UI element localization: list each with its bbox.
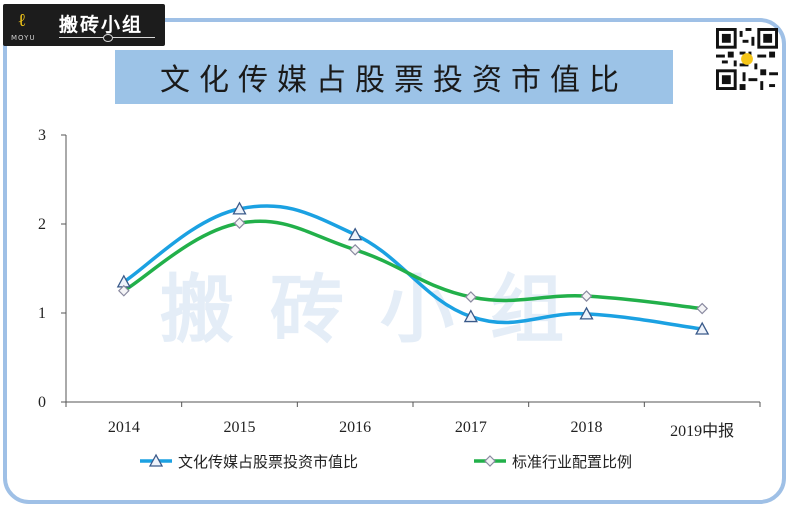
feather-icon: ℓ xyxy=(17,10,27,31)
logo-subtext: MOYU xyxy=(11,34,36,42)
legend-label-2: 标准行业配置比例 xyxy=(512,453,632,471)
data-point-series1 xyxy=(348,227,363,241)
legend-marker-2 xyxy=(484,455,496,467)
logo-name: 搬砖小组 xyxy=(59,14,144,36)
x-tick-label: 2014 xyxy=(108,419,140,436)
brand-logo: ℓ MOYU 搬砖小组 xyxy=(3,4,165,46)
series-line-1 xyxy=(122,204,703,331)
data-point-series2 xyxy=(580,290,593,302)
data-point-series2 xyxy=(117,284,130,297)
y-tick-label: 3 xyxy=(38,127,46,144)
x-tick-label: 2018 xyxy=(571,419,603,436)
data-point-series2 xyxy=(464,291,477,303)
y-tick-label: 0 xyxy=(38,394,46,411)
series-line-2 xyxy=(122,219,703,311)
data-point-series1 xyxy=(695,321,710,335)
x-tick-label: 2019中报 xyxy=(670,422,734,440)
data-point-series1 xyxy=(463,309,478,323)
x-tick-label: 2016 xyxy=(339,419,371,436)
y-tick-label: 2 xyxy=(38,216,46,233)
data-point-series2 xyxy=(696,302,709,315)
fish-icon xyxy=(103,34,113,42)
data-point-series2 xyxy=(233,217,246,229)
x-tick-label: 2017 xyxy=(455,419,487,436)
x-tick-label: 2015 xyxy=(224,419,256,436)
legend-label-1: 文化传媒占股票投资市值比 xyxy=(178,453,358,471)
chart-title: 文化传媒占股票投资市值比 xyxy=(115,50,673,104)
data-point-series2 xyxy=(349,243,362,256)
y-tick-label: 1 xyxy=(38,305,46,322)
legend-marker-1 xyxy=(148,453,164,467)
data-point-series1 xyxy=(579,306,594,320)
data-point-series1 xyxy=(232,201,247,215)
qr-code-icon xyxy=(716,28,778,90)
